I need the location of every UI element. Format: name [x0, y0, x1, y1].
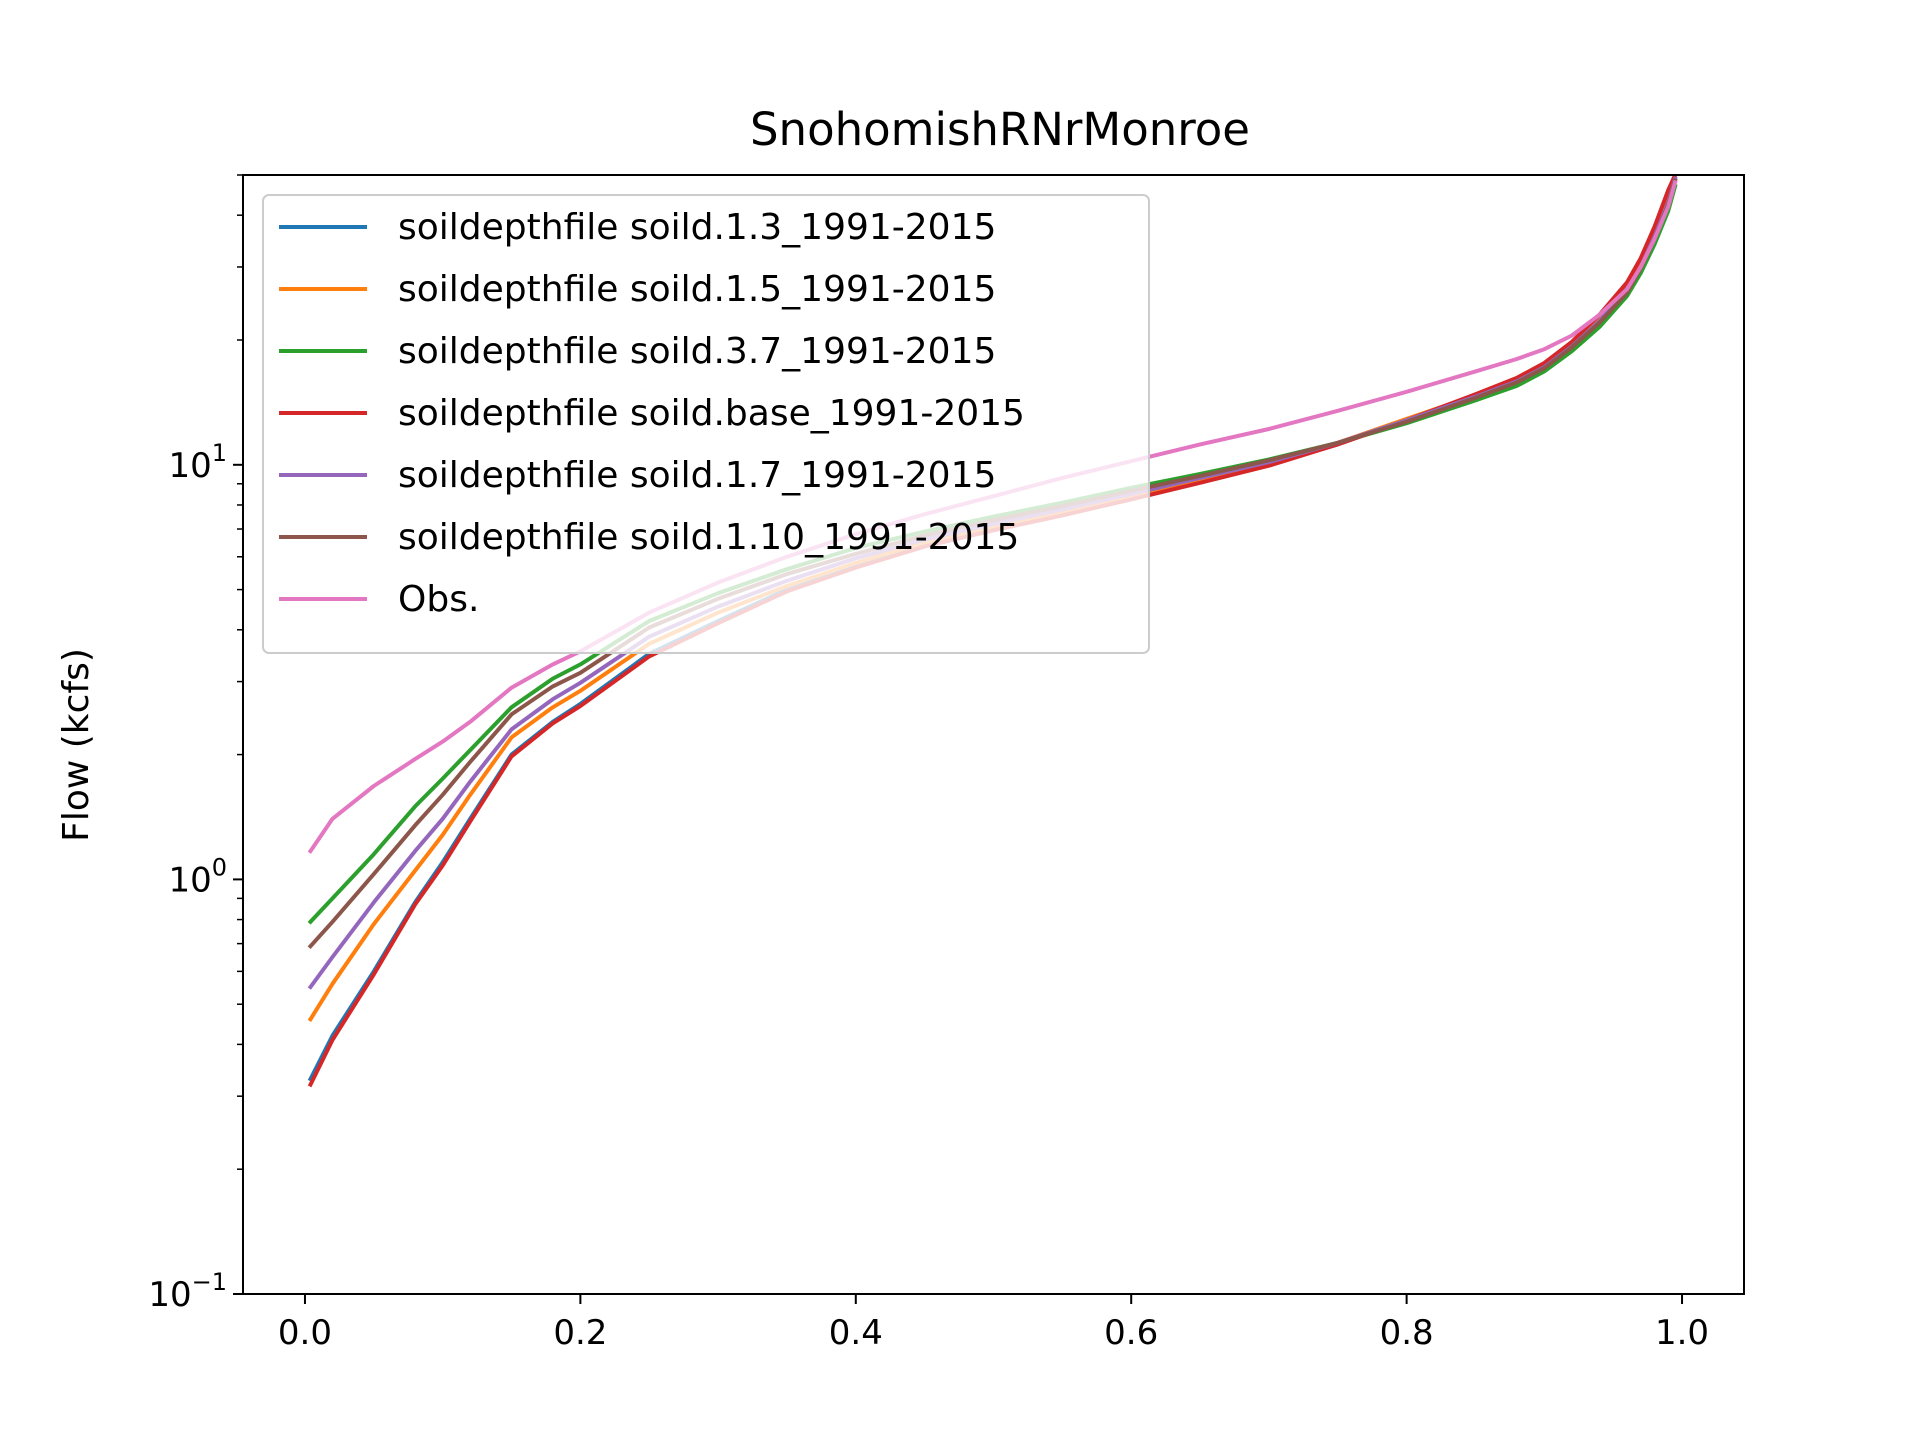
x-tick-label: 0.0 [278, 1313, 332, 1353]
legend-label-7: Obs. [398, 579, 479, 620]
y-axis-label: Flow (kcfs) [56, 648, 97, 842]
x-tick-label: 0.8 [1380, 1313, 1434, 1353]
legend-label-5: soildepthfile soild.1.7_1991-2015 [398, 455, 996, 496]
legend-label-1: soildepthfile soild.1.3_1991-2015 [398, 207, 996, 248]
x-tick-label: 0.4 [829, 1313, 883, 1353]
x-axis: 0.0 0.2 0.4 0.6 0.8 1.0 [278, 1294, 1709, 1353]
y-tick-label: 100 [168, 853, 227, 900]
x-tick-label: 0.6 [1104, 1313, 1158, 1353]
axes-frame [242, 174, 1745, 1295]
y-tick-label: 10−1 [148, 1268, 227, 1315]
chart-title: SnohomishRNrMonroe [750, 103, 1250, 156]
legend: soildepthfile soild.1.3_1991-2015soildep… [262, 194, 1150, 654]
legend-label-4: soildepthfile soild.base_1991-2015 [398, 393, 1025, 434]
legend-label-2: soildepthfile soild.1.5_1991-2015 [398, 269, 996, 310]
y-tick-label: 101 [168, 439, 227, 486]
x-tick-label: 1.0 [1655, 1313, 1709, 1353]
legend-label-3: soildepthfile soild.3.7_1991-2015 [398, 331, 996, 372]
legend-label-6: soildepthfile soild.1.10_1991-2015 [398, 517, 1019, 558]
x-tick-label: 0.2 [553, 1313, 607, 1353]
legend-box [262, 194, 1150, 654]
y-axis: 10−1 100 101 [148, 174, 243, 1315]
